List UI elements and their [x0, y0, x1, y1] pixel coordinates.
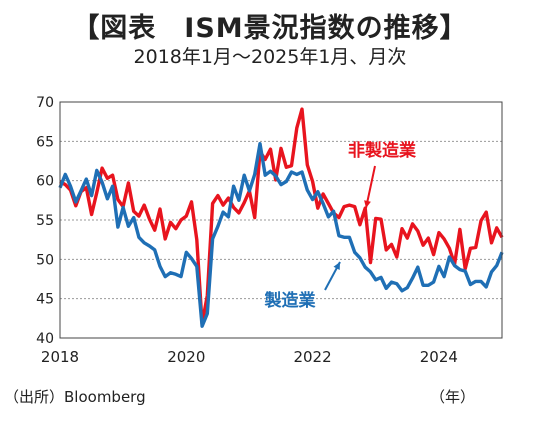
annotation-arrowhead-non-manufacturing — [364, 200, 371, 208]
annotation-arrowhead-manufacturing — [333, 262, 340, 270]
x-tick-label: 2024 — [420, 348, 458, 366]
y-tick-label: 45 — [36, 292, 54, 308]
x-tick-label: 2022 — [293, 348, 331, 366]
x-axis-unit: （年） — [430, 388, 476, 406]
y-tick-label: 55 — [36, 213, 54, 229]
x-axis-ticks: 2018 2020 2022 2024 — [41, 348, 458, 366]
y-axis-ticks: 40 45 50 55 60 65 70 — [36, 95, 54, 347]
annotation-label-non-manufacturing: 非製造業 — [348, 140, 416, 161]
series-line-non-manufacturing — [59, 107, 504, 326]
x-tick-label: 2018 — [41, 348, 79, 366]
chart-title: 【図表 ISM景況指数の推移】 — [72, 13, 468, 44]
plot-frame — [59, 101, 503, 339]
x-tick-label: 2020 — [167, 348, 205, 366]
y-tick-label: 65 — [36, 134, 54, 150]
y-tick-label: 60 — [36, 174, 54, 190]
annotation-label-manufacturing: 製造業 — [264, 290, 316, 311]
source-note: （出所）Bloomberg — [4, 388, 146, 406]
y-tick-label: 50 — [36, 252, 54, 268]
y-tick-label: 40 — [36, 331, 54, 347]
series-lines — [58, 107, 504, 328]
series-line-manufacturing — [58, 142, 504, 328]
gridlines — [60, 140, 502, 300]
chart-subtitle: 2018年1月～2025年1月、月次 — [133, 46, 407, 68]
y-tick-label: 70 — [36, 95, 54, 111]
